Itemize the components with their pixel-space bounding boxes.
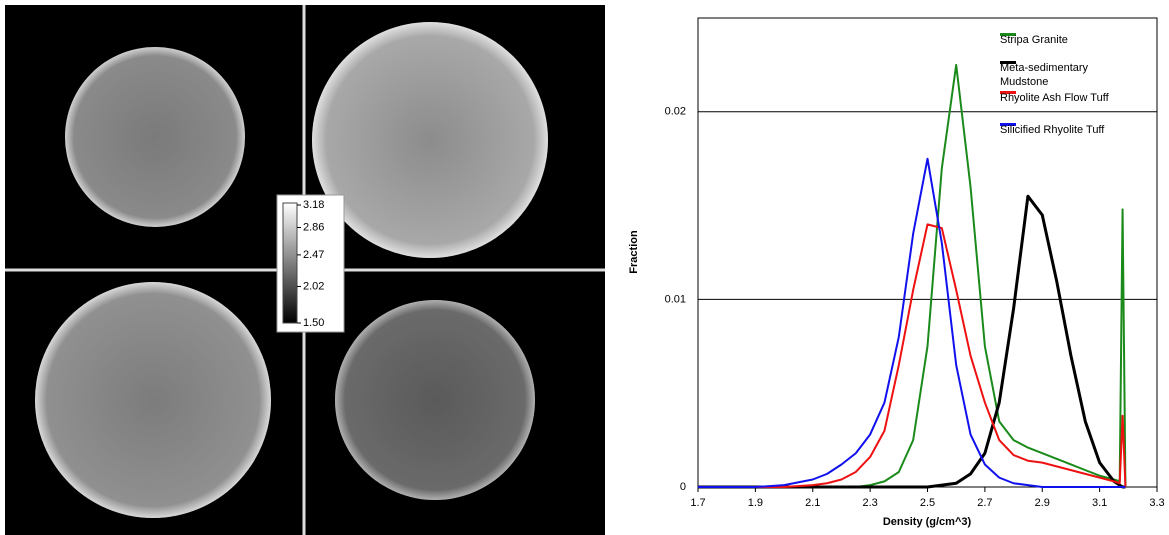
colorbar-label: 2.47 bbox=[303, 249, 324, 261]
x-tick-label: 3.3 bbox=[1149, 497, 1164, 509]
y-tick-label: 0 bbox=[680, 481, 686, 493]
x-tick-label: 3.1 bbox=[1092, 497, 1107, 509]
colorbar-label: 2.02 bbox=[303, 280, 324, 292]
x-tick-label: 2.9 bbox=[1035, 497, 1050, 509]
colorbar-label: 2.86 bbox=[303, 221, 324, 233]
core-slice bbox=[312, 22, 548, 258]
core-slice bbox=[65, 47, 245, 227]
colorbar-label: 1.50 bbox=[303, 317, 324, 329]
series-line bbox=[698, 224, 1125, 487]
legend-label: Silicified Rhyolite Tuff bbox=[1000, 124, 1105, 136]
x-tick-label: 2.3 bbox=[862, 497, 877, 509]
x-tick-label: 1.7 bbox=[690, 497, 705, 509]
legend-label: Stripa Granite bbox=[1000, 34, 1068, 46]
x-tick-label: 2.7 bbox=[977, 497, 992, 509]
colorbar-label: 3.18 bbox=[303, 199, 324, 211]
legend-label: Rhyolite Ash Flow Tuff bbox=[1000, 92, 1110, 104]
y-axis-label: Fraction bbox=[628, 230, 640, 274]
core-slice bbox=[335, 300, 535, 500]
x-axis-label: Density (g/cm^3) bbox=[883, 516, 972, 528]
core-slice bbox=[35, 282, 271, 518]
y-tick-label: 0.02 bbox=[665, 106, 686, 118]
plot-frame bbox=[698, 18, 1157, 487]
x-tick-label: 2.5 bbox=[920, 497, 935, 509]
series-line bbox=[698, 159, 1125, 487]
colorbar bbox=[283, 203, 297, 323]
y-tick-label: 0.01 bbox=[665, 293, 686, 305]
x-tick-label: 1.9 bbox=[748, 497, 763, 509]
x-tick-label: 2.1 bbox=[805, 497, 820, 509]
ct-images bbox=[5, 5, 605, 535]
figure: Density (g/cm^3) Fraction 3.18 2.86 2.47 2.… bbox=[0, 0, 1169, 535]
